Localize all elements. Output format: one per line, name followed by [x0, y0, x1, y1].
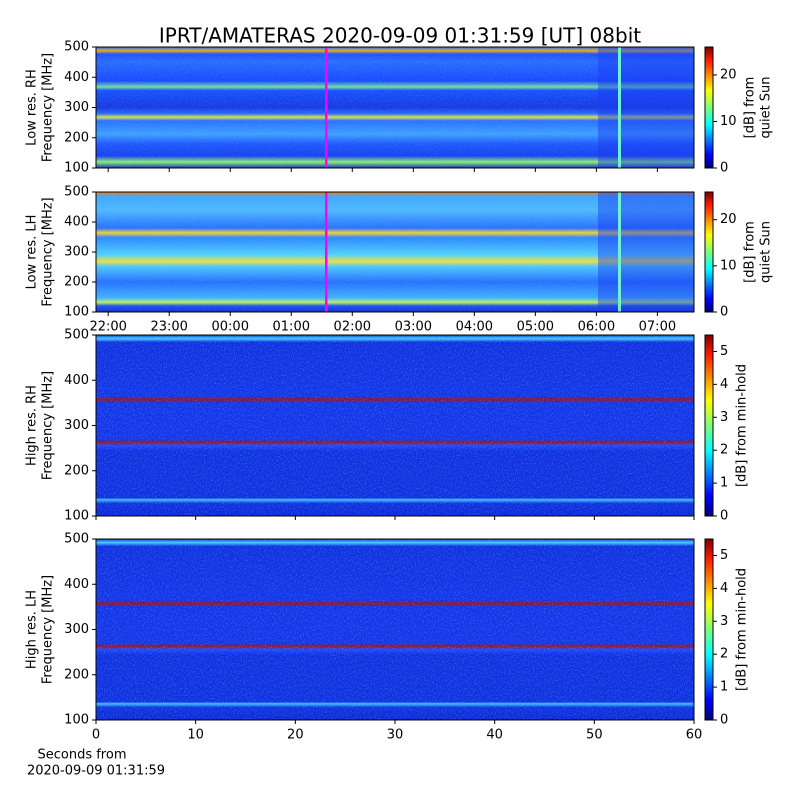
colorbar-label: quiet Sun: [759, 221, 774, 283]
spectrogram-noise: [96, 192, 694, 312]
colorbar: [704, 191, 714, 313]
x-axis-label: Seconds from: [37, 748, 126, 763]
x-tick-label: 60: [686, 728, 703, 743]
colorbar-label: [dB] from min-hold: [735, 364, 750, 487]
y-tick-label: 500: [64, 40, 89, 55]
x-tick-label: 30: [387, 728, 404, 743]
x-tick-label: 05:00: [517, 320, 554, 335]
x-tick-label: 20: [287, 728, 304, 743]
colorbar-tick-label: 10: [720, 258, 737, 273]
colorbar-tick-label: 2: [720, 443, 728, 458]
y-tick-label: 400: [64, 373, 89, 388]
y-axis-label: Low res. RH: [25, 69, 40, 146]
x-tick-label: 23:00: [150, 320, 187, 335]
colorbar-tick-label: 20: [720, 212, 737, 227]
y-tick-label: 300: [64, 418, 89, 433]
spectrogram-region: [598, 47, 694, 168]
y-axis-label: Frequency [MHz]: [41, 197, 56, 306]
y-tick-label: 200: [64, 667, 89, 682]
y-axis-label: Frequency [MHz]: [41, 371, 56, 480]
y-tick-label: 200: [64, 463, 89, 478]
y-tick-label: 500: [64, 328, 89, 343]
colorbar: [704, 46, 714, 169]
y-tick-label: 100: [64, 509, 89, 524]
colorbar-label: [dB] from: [743, 221, 758, 283]
x-tick-label: 00:00: [212, 320, 249, 335]
colorbar-tick-label: 1: [720, 476, 728, 491]
x-tick-label: 50: [586, 728, 603, 743]
colorbar-tick-label: 4: [720, 581, 728, 596]
y-tick-label: 400: [64, 70, 89, 85]
x-tick-label: 02:00: [334, 320, 371, 335]
spectrogram-noise: [96, 335, 694, 516]
x-axis-label: 2020-09-09 01:31:59: [27, 764, 165, 779]
y-axis-label: Low res. LH: [25, 215, 40, 290]
time-marker: [325, 192, 328, 312]
x-tick-label: 06:00: [578, 320, 615, 335]
colorbar: [704, 334, 714, 517]
x-tick-label: 0: [92, 728, 100, 743]
colorbar-tick-label: 5: [720, 344, 728, 359]
x-tick-label: 01:00: [273, 320, 310, 335]
y-tick-label: 100: [64, 713, 89, 728]
colorbar-tick-label: 0: [720, 161, 728, 176]
colorbar-tick-label: 5: [720, 548, 728, 563]
y-axis-label: High res. LH: [25, 590, 40, 669]
colorbar-tick-label: 0: [720, 713, 728, 728]
y-axis-label: Frequency [MHz]: [41, 575, 56, 684]
y-tick-label: 300: [64, 622, 89, 637]
colorbar-tick-label: 2: [720, 647, 728, 662]
x-tick-label: 03:00: [395, 320, 432, 335]
y-axis-label: High res. RH: [25, 385, 40, 466]
figure-title: IPRT/AMATERAS 2020-09-09 01:31:59 [UT] 0…: [159, 24, 641, 48]
spectrogram-region: [598, 192, 694, 312]
colorbar: [704, 538, 714, 721]
colorbar-tick-label: 3: [720, 614, 728, 629]
x-tick-label: 22:00: [89, 320, 126, 335]
y-tick-label: 100: [64, 305, 89, 320]
x-tick-label: 10: [187, 728, 204, 743]
y-tick-label: 500: [64, 185, 89, 200]
colorbar-tick-label: 0: [720, 305, 728, 320]
x-tick-label: 07:00: [639, 320, 676, 335]
y-tick-label: 100: [64, 161, 89, 176]
y-tick-label: 200: [64, 130, 89, 145]
colorbar-tick-label: 20: [720, 67, 737, 82]
interference-line: [618, 47, 621, 168]
colorbar-tick-label: 1: [720, 680, 728, 695]
colorbar-label: [dB] from: [743, 77, 758, 139]
spectrogram-noise: [96, 47, 694, 168]
y-tick-label: 500: [64, 532, 89, 547]
x-tick-label: 04:00: [456, 320, 493, 335]
y-axis-label: Frequency [MHz]: [41, 53, 56, 162]
colorbar-label: [dB] from min-hold: [735, 568, 750, 691]
colorbar-label: quiet Sun: [759, 76, 774, 138]
y-tick-label: 400: [64, 577, 89, 592]
colorbar-tick-label: 3: [720, 410, 728, 425]
time-marker: [325, 47, 328, 168]
x-tick-label: 40: [486, 728, 503, 743]
colorbar-tick-label: 4: [720, 377, 728, 392]
interference-line: [618, 192, 621, 312]
y-tick-label: 200: [64, 275, 89, 290]
y-tick-label: 300: [64, 100, 89, 115]
spectrogram-noise: [96, 539, 694, 720]
colorbar-tick-label: 10: [720, 114, 737, 129]
colorbar-tick-label: 0: [720, 509, 728, 524]
y-tick-label: 400: [64, 215, 89, 230]
y-tick-label: 300: [64, 245, 89, 260]
